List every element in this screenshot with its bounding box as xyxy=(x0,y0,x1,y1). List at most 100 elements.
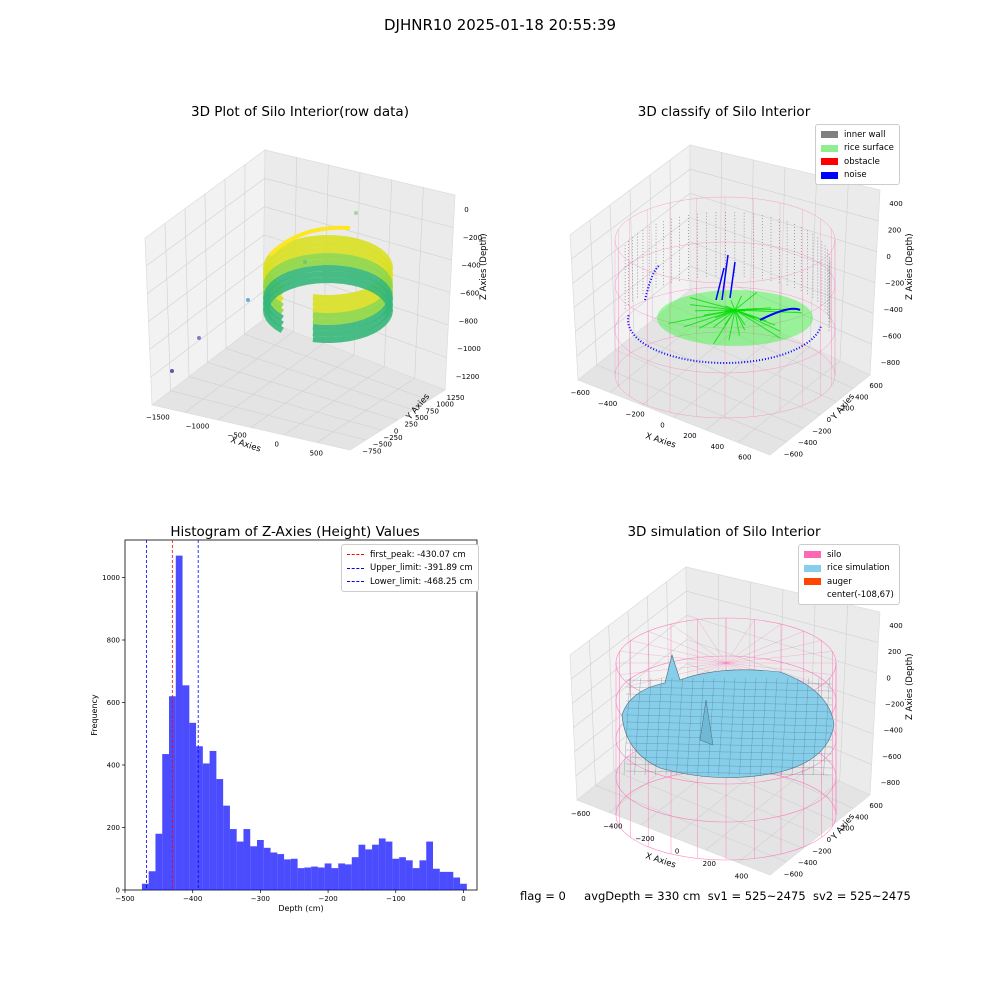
histogram-bar xyxy=(223,805,230,890)
x-tick-label: −400 xyxy=(598,400,617,408)
histogram-reference-lines xyxy=(146,540,199,890)
y-tick-label: −500 xyxy=(373,441,392,449)
histogram-bar xyxy=(317,867,325,890)
y-tick-label: −600 xyxy=(784,870,803,878)
histogram-bar xyxy=(236,841,244,890)
histogram-bar xyxy=(372,844,379,890)
histogram-bar xyxy=(453,877,461,890)
x-tick-label: −200 xyxy=(635,835,654,843)
histogram-bar xyxy=(304,867,312,890)
legend-label: obstacle xyxy=(844,156,880,167)
x-tick-label: 600 xyxy=(738,454,751,462)
histogram-bar xyxy=(439,871,447,890)
y-tick-label: 600 xyxy=(107,699,120,707)
legend-swatch xyxy=(821,171,838,179)
histogram-bar xyxy=(345,864,352,890)
histogram-x-label: Depth (cm) xyxy=(278,904,323,913)
legend-line-swatch xyxy=(347,554,364,556)
x-tick-label: −200 xyxy=(625,411,644,419)
legend-entry: Lower_limit: -468.25 cm xyxy=(347,575,473,589)
z-tick-label: −600 xyxy=(460,290,479,298)
legend-entry: first_peak: -430.07 cm xyxy=(347,548,473,562)
histogram-bar xyxy=(196,746,203,890)
histogram-bar xyxy=(385,841,393,890)
histogram-bar xyxy=(263,847,271,890)
y-tick-label: −400 xyxy=(798,859,817,867)
histogram-bar xyxy=(229,829,237,890)
legend-label: silo xyxy=(827,549,842,560)
histogram-bar xyxy=(189,722,197,890)
raw-point-cloud xyxy=(170,211,394,373)
z-tick-label: 400 xyxy=(889,622,902,630)
x-tick-label: −300 xyxy=(251,895,270,903)
legend-label: Upper_limit: -391.89 cm xyxy=(370,563,473,574)
z-tick-label: −800 xyxy=(881,779,900,787)
x-tick-label: 400 xyxy=(711,443,724,451)
z-tick-label: 400 xyxy=(889,200,902,208)
x-tick-label: 0 xyxy=(675,847,679,855)
legend-swatch xyxy=(804,578,821,586)
legend-entry: center(-108,67) xyxy=(804,589,894,603)
histogram-bar xyxy=(290,858,298,890)
x-tick-label: −100 xyxy=(386,895,405,903)
sv1-value: sv1 = 525~2475 xyxy=(707,889,806,903)
histogram-bar xyxy=(169,696,176,890)
histogram-bar xyxy=(433,868,440,890)
legend-swatch xyxy=(804,564,821,572)
y-tick-label: −750 xyxy=(362,447,381,455)
histogram-bar xyxy=(162,754,169,890)
histogram-bar xyxy=(358,844,366,890)
z-tick-label: −200 xyxy=(885,701,904,709)
simulation-z-label: Z Axies (Depth) xyxy=(905,653,915,720)
histogram-bar xyxy=(141,883,149,890)
histogram-bar xyxy=(155,833,163,890)
y-tick-label: 400 xyxy=(855,393,868,401)
legend-label: rice simulation xyxy=(827,563,890,574)
z-tick-label: −1000 xyxy=(457,345,481,353)
z-tick-label: −600 xyxy=(882,753,901,761)
histogram-bar xyxy=(378,838,386,890)
figure-title: DJHNR10 2025-01-18 20:55:39 xyxy=(383,16,617,34)
histogram-bar xyxy=(338,863,345,890)
legend-entry: obstacle xyxy=(821,155,894,169)
histogram-y-ticks: 0 200 400 600 800 1000 xyxy=(102,574,125,895)
histogram-bar xyxy=(446,871,454,890)
y-tick-label: 200 xyxy=(841,825,854,833)
legend-swatch xyxy=(821,144,838,152)
histogram-bar xyxy=(250,846,257,890)
y-tick-label: −250 xyxy=(383,434,402,442)
histogram-bar xyxy=(405,860,413,890)
histogram-bar xyxy=(399,857,406,890)
x-tick-label: 200 xyxy=(683,432,696,440)
histogram-bar xyxy=(365,849,373,890)
histogram-bar xyxy=(148,871,156,890)
x-tick-label: 500 xyxy=(310,450,323,458)
legend-entry: silo xyxy=(804,548,894,562)
histogram-title: Histogram of Z-Axies (Height) Values xyxy=(170,524,420,540)
x-tick-label: −600 xyxy=(571,810,590,818)
histogram-bar xyxy=(209,750,217,890)
y-tick-label: 0 xyxy=(827,836,831,844)
x-tick-label: 0 xyxy=(274,441,278,449)
simulation-panel-title: 3D simulation of Silo Interior xyxy=(627,524,821,540)
legend-swatch xyxy=(804,551,821,559)
legend-label: center(-108,67) xyxy=(827,590,894,601)
legend-label: noise xyxy=(844,170,867,181)
y-tick-label: −400 xyxy=(798,439,817,447)
sv2-value: sv2 = 525~2475 xyxy=(812,889,911,903)
legend-label: inner wall xyxy=(844,129,886,140)
z-tick-label: 0 xyxy=(886,253,890,261)
x-tick-label: −600 xyxy=(571,389,590,397)
y-tick-label: 600 xyxy=(869,802,882,810)
histogram-bar xyxy=(297,868,305,890)
x-tick-label: 200 xyxy=(703,860,716,868)
avg-depth-value: avgDepth = 330 cm xyxy=(584,889,701,903)
classify-legend: inner wall rice surface obstacle noise xyxy=(815,124,900,185)
histogram-bar xyxy=(175,555,183,890)
rice-simulation-surface xyxy=(615,617,837,861)
histogram-bar xyxy=(243,829,251,890)
raw-panel-title: 3D Plot of Silo Interior(row data) xyxy=(191,104,409,120)
y-tick-label: 200 xyxy=(841,405,854,413)
